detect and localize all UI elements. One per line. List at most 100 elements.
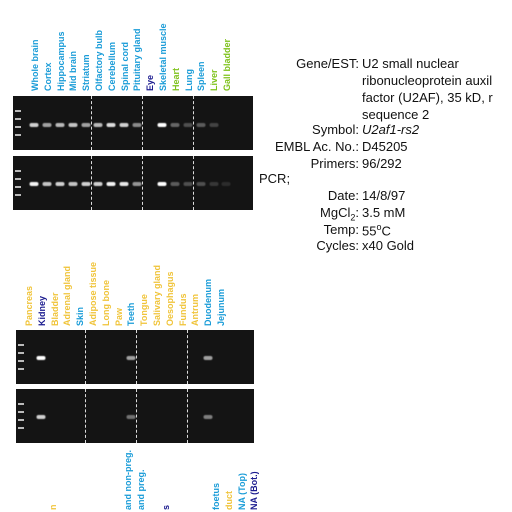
lane-label-text: Whole brain bbox=[30, 39, 40, 92]
ladder-mark bbox=[18, 418, 24, 421]
lane-label: Liver bbox=[207, 8, 220, 93]
lane-label: Duodenum bbox=[201, 243, 214, 328]
lane-label-text: and non-preg. bbox=[123, 450, 134, 510]
lane-label-text: foetus bbox=[211, 483, 222, 510]
info-value: U2af1-rs2 bbox=[362, 122, 420, 137]
lane-divider bbox=[142, 156, 144, 210]
gel-band bbox=[106, 123, 116, 127]
gel-band bbox=[157, 123, 167, 127]
gel-lane bbox=[41, 156, 54, 210]
lane-label bbox=[58, 427, 71, 512]
gel-lane bbox=[220, 96, 233, 150]
panel3-lane-labels: n and non-preg. and preg. s foetus duct NA (To… bbox=[33, 427, 260, 512]
info-value: sequence 2 bbox=[362, 107, 430, 122]
gel-lane bbox=[54, 156, 67, 210]
gel-lane bbox=[124, 330, 137, 384]
panel2-gel-bottom bbox=[16, 389, 254, 443]
gel-band bbox=[119, 182, 129, 186]
lane-label bbox=[197, 427, 210, 512]
lane-label-text: Tongue bbox=[139, 294, 150, 326]
gel-lane bbox=[143, 156, 156, 210]
info-key: MgCl2: bbox=[320, 205, 359, 223]
lane-label-text: Liver bbox=[209, 69, 220, 91]
gel-lane bbox=[105, 96, 118, 150]
lane-label: Jejunum bbox=[214, 243, 227, 328]
lane-label: Spinal cord bbox=[118, 8, 131, 93]
ladder-mark bbox=[18, 402, 24, 405]
gel-band bbox=[29, 182, 39, 186]
gel-lane bbox=[28, 156, 41, 210]
gel-band bbox=[170, 182, 180, 186]
gel-band bbox=[132, 182, 142, 186]
panel2-lane-labels: Pancreas Kidney Bladder Adrenal gland Skin Ad… bbox=[22, 243, 227, 328]
lane-divider bbox=[193, 156, 195, 210]
lane-label: Long bone bbox=[99, 243, 112, 328]
lane-label: Striatum bbox=[79, 8, 92, 93]
gel-band bbox=[68, 182, 78, 186]
gel-band bbox=[203, 415, 213, 419]
info-key: PCR; bbox=[259, 171, 291, 186]
gel-lane bbox=[194, 156, 207, 210]
lane-label: duct bbox=[222, 427, 235, 512]
gel-band bbox=[170, 123, 180, 127]
gel-lane bbox=[163, 330, 176, 384]
gel-lane bbox=[169, 156, 182, 210]
lane-label: Adrenal gland bbox=[60, 243, 73, 328]
lane-label-text: Mid brain bbox=[68, 51, 79, 91]
gel-lane bbox=[124, 389, 137, 443]
lane-label-text: duct bbox=[223, 491, 234, 510]
lane-label: Cortex bbox=[41, 8, 54, 93]
lane-label: Whole brain bbox=[28, 8, 41, 93]
lane-divider bbox=[91, 156, 92, 210]
lane-divider bbox=[85, 389, 86, 443]
info-value: 96/292 bbox=[362, 156, 402, 171]
gel-lane bbox=[194, 96, 207, 150]
lane-label: Lung bbox=[182, 8, 195, 93]
gel-lane bbox=[112, 330, 125, 384]
lane-label: and non-preg. bbox=[121, 427, 134, 512]
lane-label-text: NA (Bot.) bbox=[249, 471, 260, 510]
gel-band bbox=[55, 182, 65, 186]
ladder-mark bbox=[18, 343, 24, 346]
info-value: 14/8/97 bbox=[362, 188, 406, 203]
panel1-gel-top bbox=[13, 96, 253, 150]
ladder-mark bbox=[18, 410, 24, 413]
lane-label-text: Skin bbox=[75, 306, 86, 326]
ladder-mark bbox=[15, 133, 21, 136]
lane-label-text: Adrenal gland bbox=[62, 265, 73, 326]
lane-label bbox=[33, 427, 46, 512]
gel-lane bbox=[130, 96, 143, 150]
lane-label-text: Oesophagus bbox=[164, 271, 175, 326]
info-key: Date: bbox=[327, 188, 359, 203]
gene-info: Gene/EST: U2 small nuclear ribonucleoprote… bbox=[255, 56, 512, 266]
gel-band bbox=[183, 123, 193, 127]
lane-label-text: Spinal cord bbox=[119, 41, 130, 91]
lane-label-text: Adipose tissue bbox=[87, 261, 98, 326]
lane-label: Tongue bbox=[137, 243, 150, 328]
lane-label bbox=[96, 427, 109, 512]
lane-label: NA (Top) bbox=[235, 427, 248, 512]
gel-band bbox=[221, 182, 231, 186]
lane-label-text: Eye bbox=[145, 74, 156, 91]
info-value: x40 Gold bbox=[362, 238, 415, 253]
info-value: ribonucleoprotein auxil bbox=[362, 73, 493, 88]
gel-lane bbox=[150, 330, 163, 384]
ladder-mark bbox=[18, 359, 24, 362]
gel-lane bbox=[156, 96, 169, 150]
lane-label-text: s bbox=[160, 504, 171, 510]
gel-lane bbox=[48, 330, 61, 384]
info-key: Gene/EST: bbox=[296, 56, 359, 71]
ladder-mark bbox=[15, 169, 21, 172]
lane-label-text: NA (Top) bbox=[236, 473, 247, 510]
info-value: factor (U2AF), 35 kD, r bbox=[362, 90, 493, 105]
gel-lane bbox=[182, 96, 195, 150]
lane-label: Teeth bbox=[124, 243, 137, 328]
gel-band bbox=[81, 123, 91, 127]
lane-label: Skin bbox=[73, 243, 86, 328]
lane-label-text: Teeth bbox=[126, 302, 137, 326]
ladder-mark bbox=[15, 125, 21, 128]
gel-band bbox=[68, 123, 78, 127]
lane-label-text: Striatum bbox=[81, 54, 92, 91]
lane-label: Gall bladder bbox=[220, 8, 233, 93]
ladder-mark bbox=[18, 367, 24, 370]
